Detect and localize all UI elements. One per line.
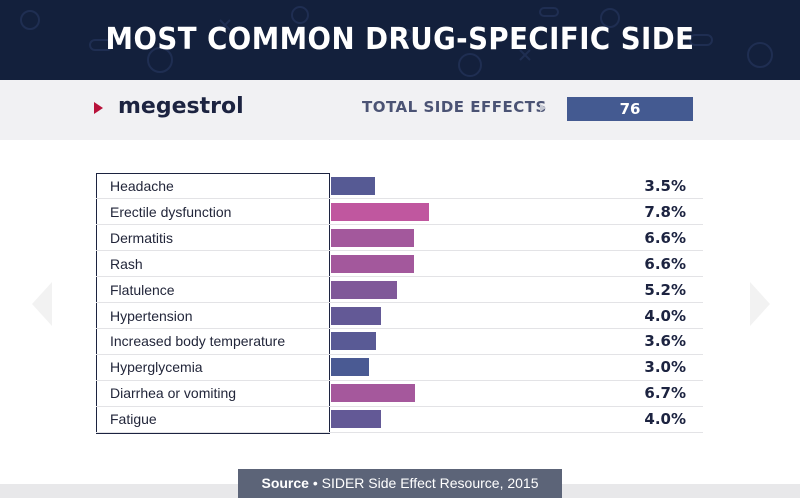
bar-hyperglycemia <box>331 358 369 377</box>
bar-erectile-dysfunction <box>331 202 430 221</box>
bar-rash <box>331 254 415 273</box>
value-label: 3.5% <box>644 177 686 195</box>
value-label: 3.0% <box>644 358 686 377</box>
value-label: 5.2% <box>644 280 686 299</box>
background-pattern <box>20 6 773 77</box>
value-label: 4.0% <box>644 410 686 429</box>
row-divider <box>96 224 703 226</box>
category-label: Flatulence <box>110 281 175 298</box>
category-label: Erectile dysfunction <box>110 203 232 220</box>
total-side-effects-value: 76 <box>567 97 693 121</box>
bar-flatulence <box>331 280 397 299</box>
bar-dermatitis <box>331 228 415 247</box>
bar-fatigue <box>331 410 382 429</box>
source-text: • SIDER Side Effect Resource, 2015 <box>308 475 539 491</box>
drug-name: megestrol <box>118 94 244 119</box>
category-label: Dermatitis <box>110 229 174 246</box>
row-divider <box>96 198 703 200</box>
bar-diarrhea-or-vomiting <box>331 384 416 403</box>
small-arrow-icon <box>540 104 546 112</box>
category-label-box <box>96 173 330 434</box>
triangle-marker-icon <box>94 102 103 114</box>
bar-headache <box>331 177 376 195</box>
value-label: 7.8% <box>644 202 686 221</box>
row-divider <box>96 353 703 355</box>
row-divider <box>96 276 703 278</box>
category-label: Diarrhea or vomiting <box>110 385 237 402</box>
page-title: MOST COMMON DRUG-SPECIFIC SIDE EFFECTS <box>105 22 695 137</box>
category-label: Rash <box>110 255 143 272</box>
value-label: 6.6% <box>644 254 686 273</box>
previous-arrow-icon[interactable] <box>32 282 52 326</box>
row-divider <box>96 431 703 433</box>
total-side-effects-label: TOTAL SIDE EFFECTS <box>362 98 547 116</box>
row-divider <box>96 327 703 329</box>
category-label: Increased body temperature <box>110 333 286 350</box>
value-label: 3.6% <box>644 332 686 351</box>
row-divider <box>96 379 703 381</box>
row-divider <box>96 250 703 252</box>
row-divider <box>96 405 703 407</box>
source-prefix: Source <box>261 475 309 491</box>
bar-increased-body-temperature <box>331 332 377 351</box>
value-label: 6.6% <box>644 228 686 247</box>
source-note: Source • SIDER Side Effect Resource, 201… <box>238 469 562 498</box>
bar-hypertension <box>331 306 382 325</box>
header-banner: MOST COMMON DRUG-SPECIFIC SIDE EFFECTS <box>0 0 800 137</box>
value-label: 6.7% <box>644 384 686 403</box>
category-label: Hyperglycemia <box>110 359 203 376</box>
value-label: 4.0% <box>644 306 686 325</box>
next-arrow-icon[interactable] <box>750 282 770 326</box>
row-divider <box>96 302 703 303</box>
category-label: Headache <box>110 178 174 194</box>
category-label: Fatigue <box>110 411 157 428</box>
category-label: Hypertension <box>110 307 193 324</box>
